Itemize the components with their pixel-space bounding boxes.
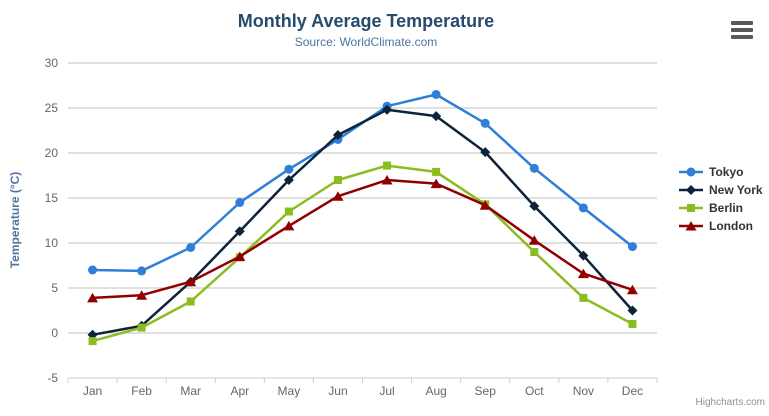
data-point-london[interactable] (234, 251, 246, 262)
x-tick-label: Aug (425, 384, 446, 398)
y-axis-labels: -5 0 5 10 15 20 25 30 (45, 56, 59, 385)
legend-marker-diamond-icon (679, 185, 703, 195)
series-london[interactable] (87, 175, 638, 303)
series-new-york[interactable] (87, 104, 638, 340)
data-point-tokyo[interactable] (186, 243, 196, 252)
data-point-london[interactable] (136, 290, 148, 300)
series-line-new-york (91, 108, 634, 337)
legend: Tokyo New York Berlin London (678, 163, 763, 235)
x-tick-label: Jan (83, 384, 102, 398)
legend-label: Tokyo (709, 165, 744, 179)
data-point-london[interactable] (430, 178, 442, 189)
data-point-new-york[interactable] (332, 130, 343, 140)
data-point-berlin[interactable] (383, 161, 392, 170)
data-point-berlin[interactable] (432, 167, 441, 176)
legend-label: London (709, 219, 753, 233)
data-point-berlin[interactable] (628, 320, 637, 328)
data-point-berlin[interactable] (579, 293, 588, 302)
data-point-new-york[interactable] (431, 111, 442, 122)
data-point-new-york[interactable] (234, 226, 245, 237)
x-axis: Jan Feb Mar Apr May Jun Jul Aug Sep Oct Nov Dec (67, 377, 658, 398)
data-point-new-york[interactable] (627, 305, 638, 316)
x-tick-label: Dec (622, 384, 643, 398)
credits-link[interactable]: Highcharts.com (695, 397, 765, 408)
data-point-london[interactable] (479, 200, 491, 210)
series-line-london (91, 178, 634, 300)
chart-title: Monthly Average Temperature (237, 11, 495, 31)
y-tick-label: 15 (45, 191, 59, 205)
data-point-berlin[interactable] (284, 207, 293, 216)
data-point-london[interactable] (332, 191, 344, 201)
legend-item-berlin[interactable]: Berlin (678, 199, 763, 217)
x-tick-label: Jul (379, 384, 394, 398)
data-point-london[interactable] (577, 268, 589, 279)
data-point-berlin[interactable] (88, 337, 97, 346)
series-tokyo[interactable] (88, 90, 637, 276)
data-point-london[interactable] (626, 284, 638, 295)
x-tick-label: Mar (180, 384, 201, 398)
x-tick-label: Apr (230, 384, 249, 398)
data-point-tokyo[interactable] (578, 203, 588, 213)
x-tick-label: Feb (131, 384, 152, 398)
x-tick-label: Oct (525, 384, 544, 398)
y-tick-label: 10 (45, 236, 59, 250)
data-point-new-york[interactable] (578, 250, 589, 261)
series-line-tokyo (91, 93, 634, 273)
legend-item-tokyo[interactable]: Tokyo (678, 163, 763, 181)
data-point-london[interactable] (185, 276, 197, 287)
data-point-new-york[interactable] (283, 175, 294, 185)
y-tick-label: 20 (45, 146, 59, 160)
legend-marker-square-icon (679, 204, 703, 212)
data-point-london[interactable] (87, 292, 99, 303)
data-point-new-york[interactable] (382, 104, 393, 115)
legend-marker-triangle-icon (679, 221, 703, 231)
gridlines (68, 62, 657, 334)
data-point-new-york[interactable] (529, 201, 540, 212)
hamburger-icon (731, 28, 753, 32)
y-tick-label: 5 (51, 281, 58, 295)
data-point-tokyo[interactable] (480, 118, 490, 128)
data-point-berlin[interactable] (186, 297, 195, 306)
legend-item-london[interactable]: London (678, 217, 763, 235)
y-tick-label: 30 (45, 56, 59, 70)
legend-marker-circle-icon (679, 167, 703, 177)
data-point-tokyo[interactable] (431, 90, 441, 99)
x-tick-label: Nov (573, 384, 594, 398)
legend-label: Berlin (709, 201, 744, 215)
data-point-berlin[interactable] (333, 176, 342, 184)
series-line-berlin (91, 164, 634, 343)
export-menu-button[interactable] (731, 21, 753, 39)
legend-item-new-york[interactable]: New York (678, 181, 763, 199)
data-point-tokyo[interactable] (88, 265, 98, 275)
data-point-tokyo[interactable] (137, 266, 147, 276)
data-point-london[interactable] (528, 235, 540, 245)
y-tick-label: 0 (51, 326, 58, 340)
data-point-london[interactable] (381, 175, 393, 185)
x-tick-label: May (278, 384, 301, 398)
hamburger-icon (731, 21, 753, 25)
y-tick-label: 25 (45, 101, 59, 115)
data-point-tokyo[interactable] (284, 164, 294, 174)
y-axis-title: Temperature (°C) (8, 171, 22, 269)
x-tick-label: Jun (328, 384, 347, 398)
data-point-london[interactable] (283, 220, 295, 231)
x-tick-label: Sep (475, 384, 497, 398)
data-point-tokyo[interactable] (529, 163, 539, 173)
data-point-berlin[interactable] (137, 323, 146, 332)
hamburger-icon (731, 35, 753, 39)
chart-subtitle: Source: WorldClimate.com (294, 35, 438, 49)
data-point-berlin[interactable] (530, 248, 539, 256)
data-point-tokyo[interactable] (627, 242, 637, 252)
legend-label: New York (709, 183, 763, 197)
y-tick-label: -5 (47, 371, 58, 385)
data-point-new-york[interactable] (480, 147, 491, 158)
data-point-tokyo[interactable] (235, 198, 245, 207)
